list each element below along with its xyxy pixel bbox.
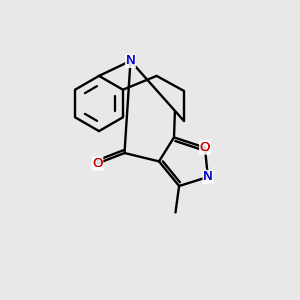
- Text: N: N: [203, 170, 213, 184]
- Text: O: O: [92, 157, 103, 170]
- Text: O: O: [200, 141, 210, 154]
- Text: N: N: [126, 54, 135, 68]
- Text: N: N: [203, 170, 213, 184]
- Text: N: N: [203, 170, 213, 184]
- Text: O: O: [200, 141, 210, 154]
- Text: O: O: [92, 157, 103, 170]
- Text: N: N: [126, 54, 135, 68]
- Text: O: O: [92, 157, 103, 170]
- Text: N: N: [126, 54, 135, 68]
- Text: O: O: [200, 141, 210, 154]
